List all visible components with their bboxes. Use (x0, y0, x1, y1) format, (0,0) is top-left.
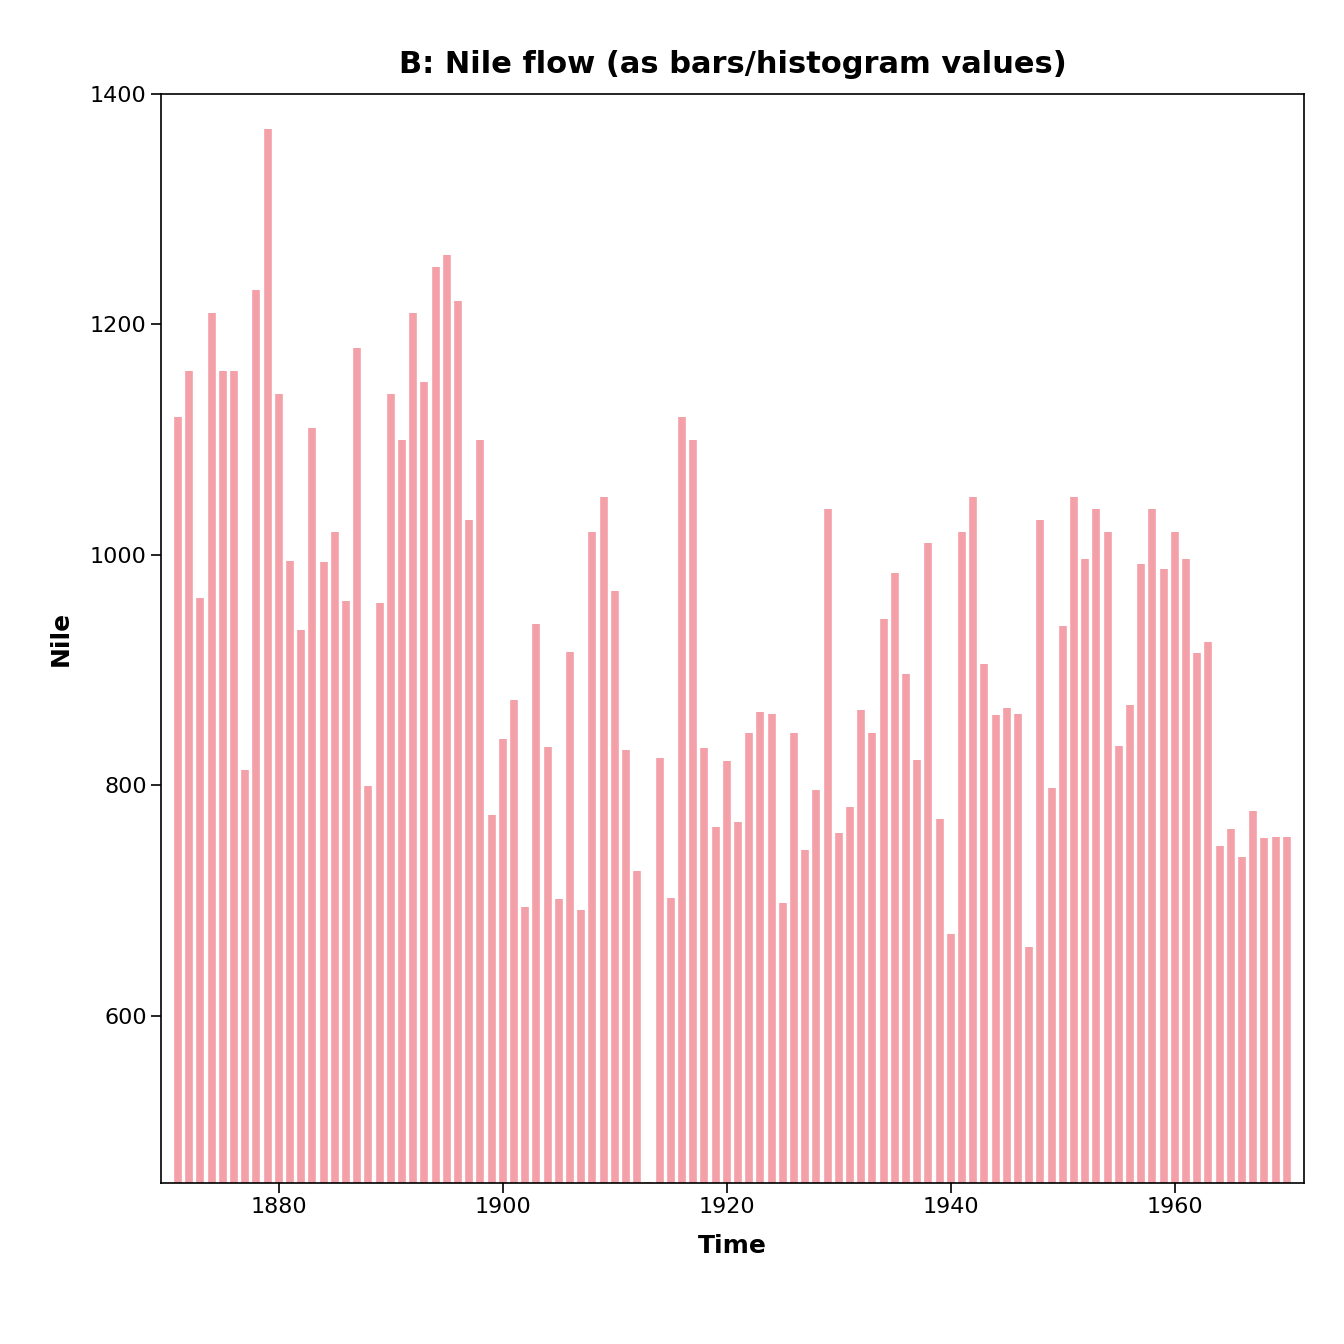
Y-axis label: Nile: Nile (50, 610, 73, 667)
Title: B: Nile flow (as bars/histogram values): B: Nile flow (as bars/histogram values) (399, 50, 1066, 79)
X-axis label: Time: Time (698, 1234, 767, 1258)
